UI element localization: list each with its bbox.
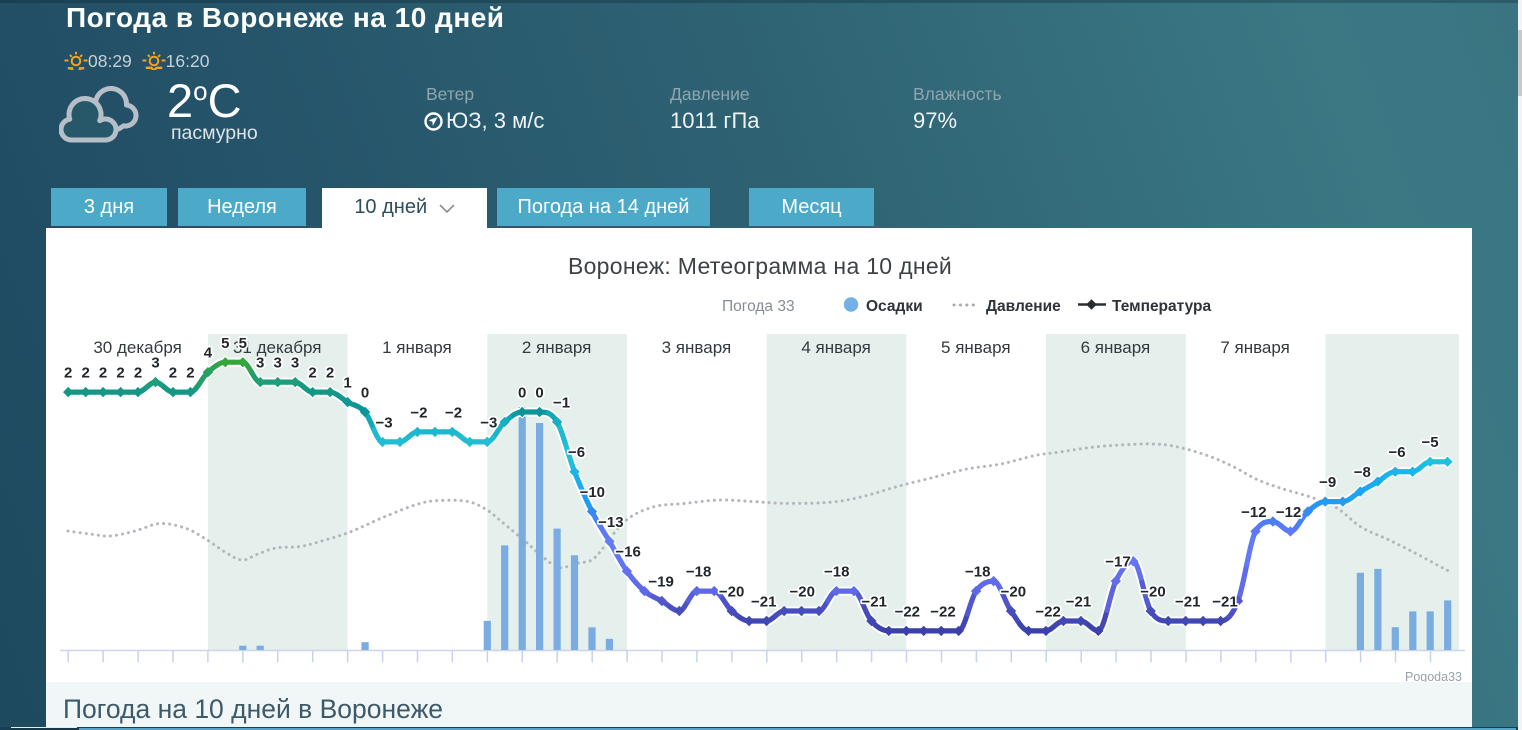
svg-text:−22: −22 (1035, 603, 1060, 620)
svg-text:−16: −16 (615, 544, 640, 561)
svg-text:3: 3 (291, 355, 299, 372)
svg-text:6 января: 6 января (1081, 338, 1151, 357)
svg-text:4: 4 (204, 345, 213, 362)
svg-text:5: 5 (221, 335, 229, 352)
svg-text:−1: −1 (553, 394, 570, 411)
svg-text:3: 3 (256, 355, 264, 372)
svg-text:2: 2 (169, 365, 177, 382)
svg-text:4 января: 4 января (801, 338, 871, 357)
svg-text:Давление: Давление (986, 298, 1061, 315)
svg-text:−21: −21 (1212, 594, 1237, 611)
svg-text:5 января: 5 января (941, 338, 1011, 357)
svg-text:2: 2 (99, 365, 107, 382)
svg-text:−3: −3 (375, 414, 392, 431)
svg-text:−18: −18 (824, 564, 849, 581)
svg-text:0: 0 (535, 385, 543, 402)
svg-text:−19: −19 (648, 574, 673, 591)
svg-text:−21: −21 (1066, 594, 1091, 611)
svg-text:−12: −12 (1241, 504, 1266, 521)
svg-text:−21: −21 (861, 594, 886, 611)
svg-text:−20: −20 (1140, 584, 1165, 601)
svg-text:0: 0 (518, 385, 526, 402)
svg-text:−21: −21 (751, 594, 776, 611)
svg-text:Температура: Температура (1112, 298, 1212, 315)
svg-text:0: 0 (361, 385, 369, 402)
svg-text:2: 2 (64, 365, 72, 382)
svg-text:−5: −5 (1422, 434, 1439, 451)
svg-text:2: 2 (308, 365, 316, 382)
svg-text:2: 2 (186, 365, 194, 382)
svg-text:2 января: 2 января (522, 338, 592, 357)
svg-text:3 января: 3 января (662, 338, 732, 357)
svg-text:2: 2 (82, 365, 90, 382)
svg-text:−2: −2 (445, 404, 462, 421)
svg-text:−9: −9 (1319, 474, 1336, 491)
svg-text:−13: −13 (598, 514, 623, 531)
svg-text:Pogoda33: Pogoda33 (1405, 670, 1462, 684)
svg-text:2: 2 (116, 365, 124, 382)
svg-text:−20: −20 (789, 584, 814, 601)
svg-text:−22: −22 (930, 603, 955, 620)
svg-text:1: 1 (343, 375, 351, 392)
svg-text:−12: −12 (1276, 504, 1301, 521)
svg-text:−18: −18 (965, 564, 990, 581)
svg-text:3: 3 (151, 355, 159, 372)
svg-text:−6: −6 (1388, 444, 1405, 461)
svg-text:−22: −22 (895, 603, 920, 620)
svg-text:Воронеж: Метеограмма на 10 дне: Воронеж: Метеограмма на 10 дней (568, 253, 952, 279)
svg-text:−8: −8 (1354, 464, 1371, 481)
svg-text:7 января: 7 января (1220, 338, 1290, 357)
svg-text:−20: −20 (1001, 584, 1026, 601)
svg-text:1 января: 1 января (382, 338, 452, 357)
svg-text:Погода 33: Погода 33 (722, 298, 795, 315)
svg-text:31 декабря: 31 декабря (233, 338, 321, 357)
svg-text:2: 2 (134, 365, 142, 382)
svg-text:30 декабря: 30 декабря (93, 338, 181, 357)
svg-text:−20: −20 (719, 584, 744, 601)
svg-text:3: 3 (274, 355, 282, 372)
svg-text:−17: −17 (1105, 554, 1130, 571)
svg-text:−21: −21 (1175, 594, 1200, 611)
svg-text:2: 2 (326, 365, 334, 382)
svg-text:−2: −2 (410, 404, 427, 421)
svg-text:−18: −18 (686, 564, 711, 581)
svg-text:−6: −6 (568, 444, 585, 461)
svg-text:Осадки: Осадки (866, 298, 923, 315)
svg-text:−10: −10 (580, 484, 605, 501)
svg-text:−3: −3 (480, 414, 497, 431)
svg-text:5: 5 (239, 335, 247, 352)
